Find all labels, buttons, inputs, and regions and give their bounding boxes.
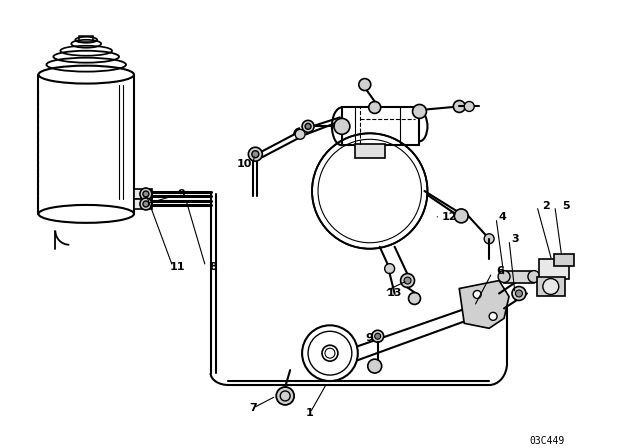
Circle shape [252, 151, 259, 158]
Circle shape [302, 325, 358, 381]
Text: 5: 5 [562, 201, 570, 211]
Circle shape [528, 271, 540, 283]
Circle shape [302, 121, 314, 132]
Circle shape [543, 279, 559, 294]
Circle shape [295, 129, 305, 139]
Circle shape [404, 277, 411, 284]
Text: 8: 8 [210, 262, 218, 271]
Circle shape [498, 271, 510, 283]
Circle shape [369, 102, 381, 113]
Circle shape [401, 274, 415, 288]
Circle shape [140, 188, 152, 200]
Bar [134, 199, 152, 209]
Circle shape [334, 118, 350, 134]
Text: 11: 11 [170, 262, 186, 271]
Circle shape [489, 312, 497, 320]
Ellipse shape [38, 66, 134, 84]
Circle shape [408, 293, 420, 305]
Bar [537, 276, 564, 297]
Text: 2: 2 [542, 201, 550, 211]
Circle shape [453, 100, 465, 112]
Circle shape [368, 359, 381, 373]
Circle shape [143, 191, 149, 197]
Ellipse shape [38, 205, 134, 223]
Text: 9: 9 [366, 333, 374, 343]
Circle shape [512, 287, 526, 301]
Circle shape [454, 209, 468, 223]
Bar [342, 108, 419, 145]
Bar [554, 254, 573, 266]
Text: 9: 9 [178, 189, 186, 199]
Circle shape [484, 234, 494, 244]
Circle shape [385, 263, 395, 274]
Text: 03C449: 03C449 [529, 436, 564, 446]
Text: 4: 4 [498, 212, 506, 222]
Circle shape [374, 333, 381, 339]
Text: 12: 12 [442, 212, 457, 222]
Circle shape [248, 147, 262, 161]
Circle shape [276, 387, 294, 405]
Circle shape [140, 198, 152, 210]
Circle shape [359, 78, 371, 90]
Text: 10: 10 [237, 159, 252, 169]
Bar [539, 258, 569, 279]
Text: 3: 3 [511, 234, 519, 244]
Bar [355, 144, 385, 158]
Bar [504, 271, 534, 283]
Text: 7: 7 [250, 403, 257, 413]
Circle shape [372, 330, 383, 342]
Circle shape [305, 123, 311, 129]
Polygon shape [460, 280, 509, 328]
Circle shape [143, 201, 149, 207]
Text: 6: 6 [496, 266, 504, 276]
Circle shape [413, 104, 426, 118]
Bar [134, 189, 152, 199]
Text: 1: 1 [306, 408, 314, 418]
Bar [79, 36, 93, 42]
Text: 13: 13 [387, 289, 403, 298]
Circle shape [473, 290, 481, 298]
Circle shape [515, 290, 522, 297]
Circle shape [464, 102, 474, 112]
